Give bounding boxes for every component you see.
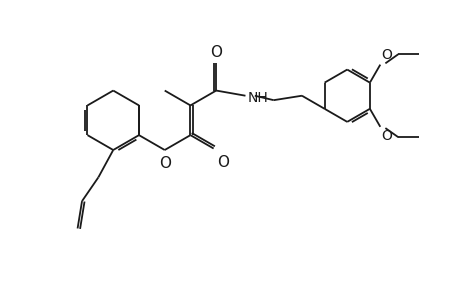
Text: NH: NH bbox=[247, 91, 268, 105]
Text: O: O bbox=[381, 129, 392, 143]
Text: O: O bbox=[217, 155, 229, 170]
Text: O: O bbox=[210, 45, 222, 60]
Text: O: O bbox=[158, 156, 170, 171]
Text: O: O bbox=[381, 49, 392, 62]
